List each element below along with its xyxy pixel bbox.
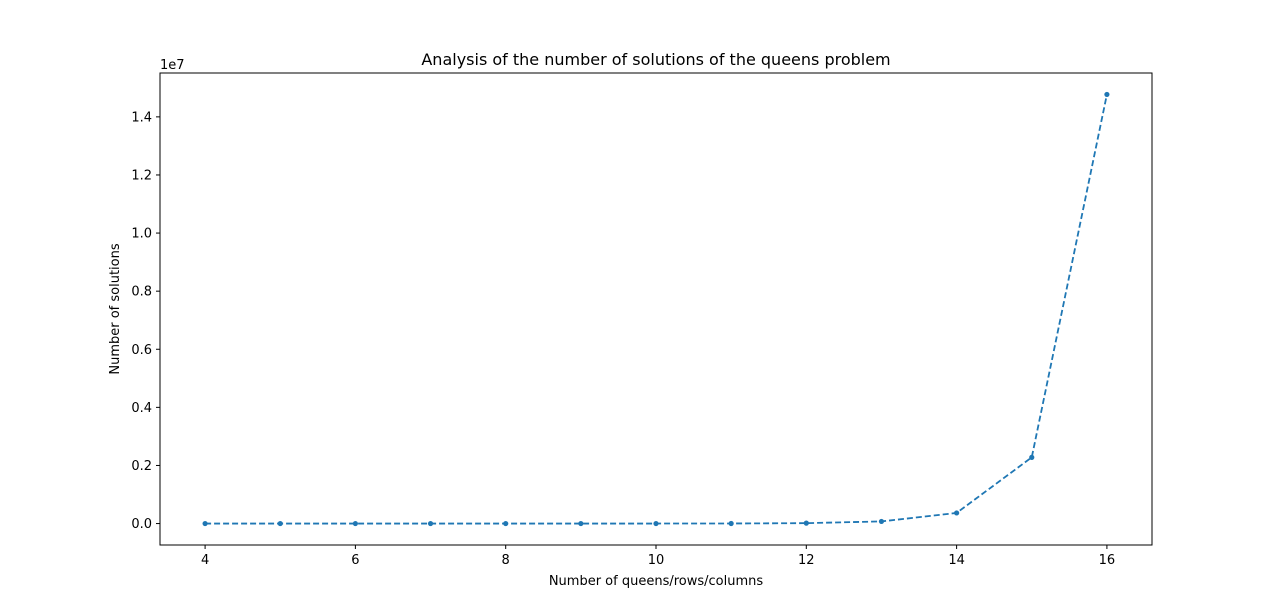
y-tick-label: 1.4	[131, 110, 152, 125]
data-point	[578, 520, 584, 527]
y-tick-label: 0.6	[131, 343, 152, 358]
y-tick-label: 0.4	[131, 401, 152, 416]
x-axis-label: Number of queens/rows/columns	[549, 574, 764, 589]
data-point	[803, 520, 809, 526]
data-point	[202, 520, 208, 527]
data-point	[1029, 454, 1035, 460]
data-point	[352, 520, 358, 527]
y-tick-label: 0.0	[131, 517, 152, 532]
data-point	[1104, 91, 1110, 98]
x-axis-ticks: 4 6 8 10 12 14 16	[201, 545, 1115, 568]
data-point	[878, 518, 885, 525]
y-axis-offset-label: 1e7	[160, 58, 185, 73]
x-tick-label: 16	[1099, 553, 1116, 568]
data-point	[277, 520, 283, 527]
x-tick-label: 14	[948, 553, 965, 568]
data-point	[653, 520, 659, 527]
y-tick-label: 1.0	[131, 227, 152, 242]
data-point	[503, 520, 509, 527]
x-tick-label: 10	[648, 553, 665, 568]
x-tick-label: 4	[201, 553, 209, 568]
data-point	[728, 520, 734, 527]
y-axis-ticks: 0.0 0.2 0.4 0.6 0.8 1.0 1.2 1.4	[131, 110, 160, 532]
chart-title: Analysis of the number of solutions of t…	[421, 50, 890, 69]
x-tick-label: 8	[502, 553, 510, 568]
x-tick-label: 6	[351, 553, 359, 568]
series-layer	[202, 91, 1110, 527]
data-point	[954, 510, 960, 516]
y-tick-label: 0.2	[131, 459, 152, 474]
y-axis-label: Number of solutions	[108, 243, 123, 374]
y-tick-label: 1.2	[131, 168, 152, 183]
y-tick-label: 0.8	[131, 285, 152, 300]
plot-area-frame	[159, 72, 1153, 546]
x-tick-label: 12	[798, 553, 815, 568]
data-point	[427, 520, 434, 527]
